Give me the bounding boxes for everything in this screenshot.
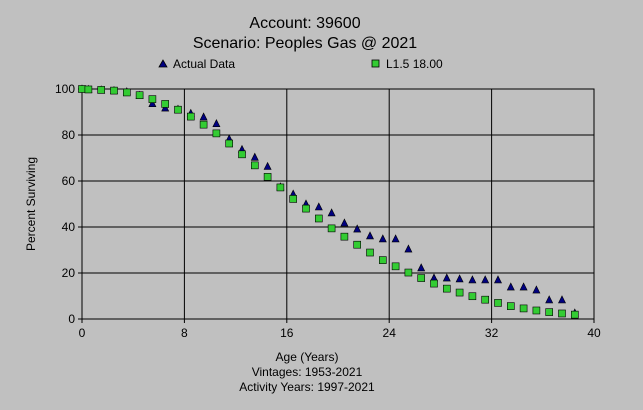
y-tick-label: 20 [62, 266, 76, 280]
data-point-l1-5 [366, 248, 374, 257]
data-point-l1-5 [212, 129, 221, 138]
data-point-actual [558, 295, 566, 304]
data-point-actual [366, 231, 374, 240]
footnote-vintages: Vintages: 1953-2021 [252, 365, 363, 379]
y-tick-label: 100 [55, 82, 75, 96]
y-tick-label: 40 [62, 220, 76, 234]
data-point-actual [404, 244, 413, 253]
data-point-l1-5 [327, 224, 336, 233]
data-point-l1-5 [289, 195, 298, 203]
data-point-actual [481, 275, 490, 284]
data-point-actual [545, 295, 554, 304]
data-point-l1-5 [123, 88, 131, 97]
data-point-l1-5 [430, 279, 438, 288]
data-point-l1-5 [187, 112, 195, 121]
data-point-l1-5 [532, 306, 541, 315]
y-tick-label: 0 [68, 312, 75, 326]
x-axis-ticks: 0 8 16 24 32 40 [79, 319, 601, 340]
y-tick-label: 80 [62, 128, 76, 142]
data-point-l1-5 [545, 308, 554, 316]
data-point-l1-5 [481, 295, 490, 304]
y-tick-label: 60 [62, 174, 76, 188]
legend-square-marker [371, 59, 380, 68]
y-axis-ticks: 0 20 40 60 80 100 [55, 82, 82, 326]
data-point-actual [250, 152, 259, 161]
data-point-l1-5 [314, 214, 323, 223]
data-point-l1-5 [455, 288, 464, 297]
data-point-l1-5 [78, 85, 86, 93]
data-point-l1-5 [404, 268, 413, 277]
data-point-l1-5 [199, 120, 208, 129]
y-axis-label: Percent Surviving [24, 157, 38, 251]
x-tick-label: 24 [383, 326, 397, 340]
data-point-actual [353, 224, 362, 233]
data-point-l1-5 [251, 161, 259, 170]
chart-title: Account: 39600 [249, 15, 360, 32]
data-point-l1-5 [519, 304, 528, 313]
data-point-actual [468, 275, 477, 284]
data-point-l1-5 [506, 302, 515, 310]
data-point-l1-5 [263, 173, 272, 181]
data-point-l1-5 [391, 262, 400, 271]
data-point-l1-5 [148, 95, 157, 103]
data-point-l1-5 [417, 274, 426, 282]
data-point-l1-5 [110, 86, 118, 95]
data-point-actual [417, 263, 426, 272]
data-point-l1-5 [174, 105, 182, 114]
data-point-actual [378, 234, 387, 243]
data-point-l1-5 [558, 309, 566, 318]
data-point-l1-5 [135, 91, 144, 100]
x-tick-label: 32 [485, 326, 499, 340]
data-point-l1-5 [353, 240, 362, 249]
data-point-actual [494, 275, 502, 284]
plot-area [81, 88, 595, 320]
data-point-actual [519, 282, 528, 291]
legend-triangle-marker [158, 59, 168, 68]
data-point-l1-5 [84, 85, 93, 94]
data-point-l1-5 [161, 100, 169, 108]
legend-label-actual-data: Actual Data [173, 57, 235, 71]
legend-label-l1-5: L1.5 18.00 [386, 57, 443, 71]
data-point-l1-5 [570, 310, 579, 319]
data-point-l1-5 [494, 299, 502, 307]
data-point-l1-5 [97, 86, 105, 94]
data-point-actual [506, 282, 515, 291]
data-point-actual [148, 99, 157, 108]
data-point-actual [455, 274, 464, 283]
x-tick-label: 8 [181, 326, 188, 340]
data-point-l1-5 [302, 204, 310, 213]
data-point-actual [212, 119, 221, 128]
data-point-actual [199, 112, 208, 121]
data-point-l1-5 [276, 183, 285, 192]
data-point-l1-5 [238, 150, 246, 159]
data-point-l1-5 [442, 284, 451, 293]
data-point-actual [532, 285, 541, 294]
data-point-l1-5 [378, 256, 387, 264]
data-point-actual [391, 234, 400, 243]
data-point-l1-5 [468, 292, 477, 301]
footnote-activity-years: Activity Years: 1997-2021 [239, 380, 375, 394]
data-point-actual [263, 161, 272, 170]
legend: Actual Data L1.5 18.00 [158, 57, 443, 71]
data-point-actual [442, 273, 451, 282]
data-point-l1-5 [340, 232, 349, 241]
chart-subtitle: Scenario: Peoples Gas @ 2021 [193, 35, 417, 52]
x-tick-label: 16 [280, 326, 294, 340]
x-tick-label: 40 [587, 326, 601, 340]
x-tick-label: 0 [79, 326, 86, 340]
x-axis-label: Age (Years) [276, 350, 339, 364]
gridlines [82, 89, 594, 319]
data-point-l1-5 [225, 139, 233, 148]
data-point-actual [327, 208, 336, 217]
data-point-actual [314, 202, 323, 211]
series-l1-5-18 [78, 85, 579, 319]
data-point-actual [340, 218, 349, 227]
